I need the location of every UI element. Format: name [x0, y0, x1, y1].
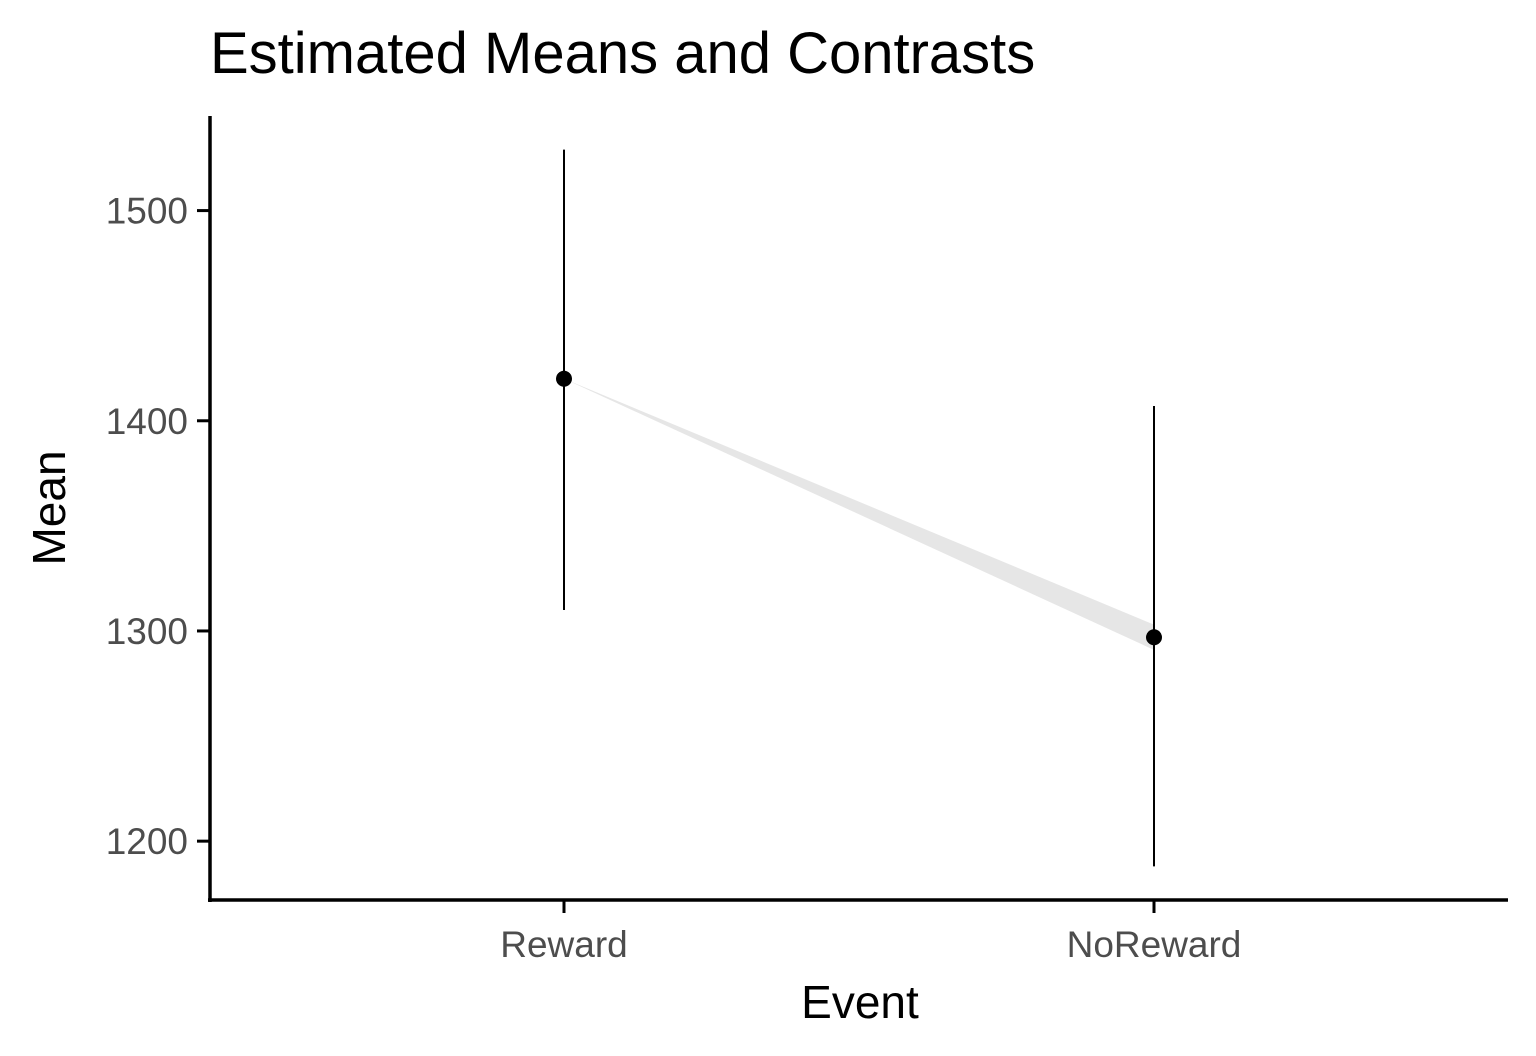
x-axis: Reward NoReward	[500, 900, 1241, 965]
y-axis-title: Mean	[23, 450, 75, 565]
contrast-band	[564, 378, 1154, 650]
plot-area	[556, 149, 1162, 867]
y-axis: 1200 1300 1400 1500	[106, 191, 210, 862]
point-reward	[556, 370, 572, 387]
y-tick-label-1200: 1200	[106, 821, 188, 862]
y-tick-label-1400: 1400	[106, 401, 188, 442]
x-tick-label-noreward: NoReward	[1067, 924, 1242, 965]
point-noreward	[1146, 629, 1162, 646]
x-axis-title: Event	[801, 976, 919, 1028]
y-tick-label-1300: 1300	[106, 611, 188, 652]
x-tick-label-reward: Reward	[500, 924, 628, 965]
y-tick-label-1500: 1500	[106, 191, 188, 232]
chart-title: Estimated Means and Contrasts	[210, 21, 1035, 86]
